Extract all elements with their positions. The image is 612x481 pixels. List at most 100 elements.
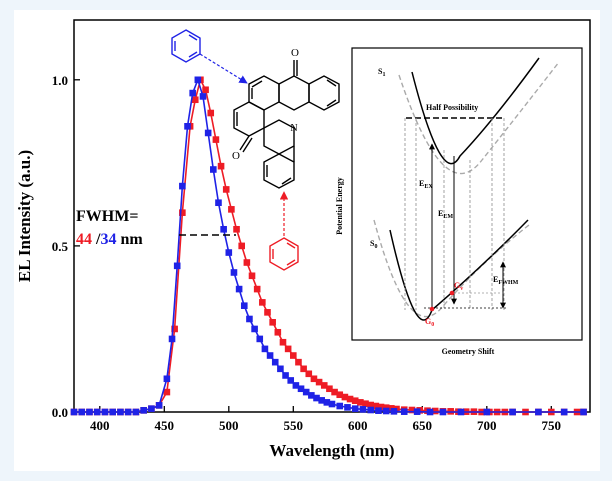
data-point: [382, 407, 390, 415]
data-point: [382, 404, 390, 411]
data-point: [179, 209, 186, 216]
data-point: [163, 388, 171, 396]
x-tick-label: 550: [284, 418, 304, 433]
data-point: [362, 400, 369, 407]
x-tick-label: 450: [155, 418, 175, 433]
g0-point: [429, 306, 435, 312]
x-tick-label: 400: [90, 418, 110, 433]
y-tick-label: 0.0: [52, 405, 68, 420]
data-point: [256, 335, 264, 343]
data-point: [148, 405, 155, 412]
inset-y-title: Potential Energy: [335, 177, 344, 235]
data-point: [341, 393, 349, 401]
data-point: [217, 162, 225, 170]
data-point: [372, 402, 380, 410]
data-point: [78, 408, 86, 416]
data-point: [215, 199, 222, 207]
x-tick-label: 650: [413, 418, 433, 433]
data-point: [109, 408, 116, 416]
fwhm-blue-value: 34: [100, 231, 116, 248]
data-point: [194, 76, 202, 84]
data-point: [305, 370, 313, 378]
data-point: [439, 408, 447, 416]
x-tick-label: 600: [348, 418, 368, 433]
eex-label: EEX: [419, 179, 433, 190]
data-point: [292, 382, 300, 389]
figure-frame: 400 450 500 550 600 650 700 750 0.0 0.5 1.0 Wavele…: [14, 10, 600, 471]
gv-point: [449, 290, 455, 296]
data-point: [297, 385, 305, 393]
data-point: [199, 93, 207, 100]
data-point: [101, 408, 109, 416]
data-point: [326, 385, 333, 393]
x-tick-label: 500: [219, 418, 239, 433]
data-point: [207, 109, 215, 117]
data-point: [328, 400, 336, 408]
y-tick-label: 1.0: [52, 73, 68, 88]
inset-frame: [351, 47, 583, 341]
data-point: [290, 352, 297, 359]
data-point: [580, 408, 587, 416]
data-point: [140, 407, 147, 414]
data-point: [86, 408, 93, 416]
data-point: [173, 262, 181, 270]
data-point: [336, 391, 344, 399]
data-point: [282, 372, 289, 379]
g0-label: G0: [425, 317, 434, 328]
data-point: [426, 408, 434, 416]
data-point: [163, 375, 171, 383]
data-point: [171, 325, 178, 333]
s1-black-curve: [411, 57, 540, 165]
y-tick-label: 0.5: [52, 239, 69, 254]
data-point: [269, 319, 276, 326]
data-point: [132, 408, 140, 416]
data-point: [320, 382, 328, 389]
data-point: [274, 328, 282, 336]
data-point: [155, 402, 163, 409]
data-point: [212, 136, 220, 143]
data-point: [367, 401, 374, 409]
data-point: [367, 406, 374, 414]
data-point: [413, 408, 421, 415]
data-point: [266, 352, 274, 359]
data-point: [318, 397, 325, 404]
data-point: [228, 206, 235, 213]
efwhm-label: EFWHM: [493, 275, 519, 286]
nitrogen-label: N: [290, 123, 297, 134]
blue-dotted-arrow: [199, 53, 248, 84]
ring-right: [308, 75, 340, 111]
data-point: [271, 358, 279, 366]
el-spectrum-chart: 400 450 500 550 600 650 700 750 0.0 0.5 1.0 Wavele…: [15, 19, 591, 460]
data-point: [302, 388, 310, 396]
data-point: [235, 285, 243, 293]
oxygen-top-label: O: [291, 47, 299, 59]
series-blue: [70, 76, 587, 416]
data-point: [346, 395, 354, 403]
data-point: [560, 408, 568, 416]
data-point: [251, 325, 258, 333]
data-point: [351, 397, 359, 405]
data-point: [323, 399, 331, 406]
data-point: [277, 365, 284, 373]
data-point: [124, 408, 132, 416]
data-point: [117, 408, 124, 416]
half-possibility-label: Half Possibility: [426, 103, 478, 112]
fwhm-values: 44 /34 nm: [76, 231, 143, 248]
data-point: [261, 345, 269, 353]
data-point: [243, 259, 251, 266]
data-point: [248, 272, 256, 280]
data-point: [315, 378, 323, 386]
data-point: [377, 403, 385, 411]
eem-label: EEM: [438, 209, 453, 220]
data-point: [168, 335, 176, 343]
data-point: [375, 407, 382, 414]
s1-label: S1: [378, 67, 385, 78]
blue-phenyl-ring: [171, 29, 201, 63]
s1-gray-curve: [398, 61, 560, 175]
data-point: [279, 338, 287, 346]
fwhm-unit: nm: [116, 231, 143, 248]
data-point: [431, 407, 439, 415]
data-point: [300, 365, 307, 373]
fwhm-red-value: 44: [76, 231, 92, 248]
y-axis-title: EL Intensity (a.u.): [15, 150, 34, 282]
